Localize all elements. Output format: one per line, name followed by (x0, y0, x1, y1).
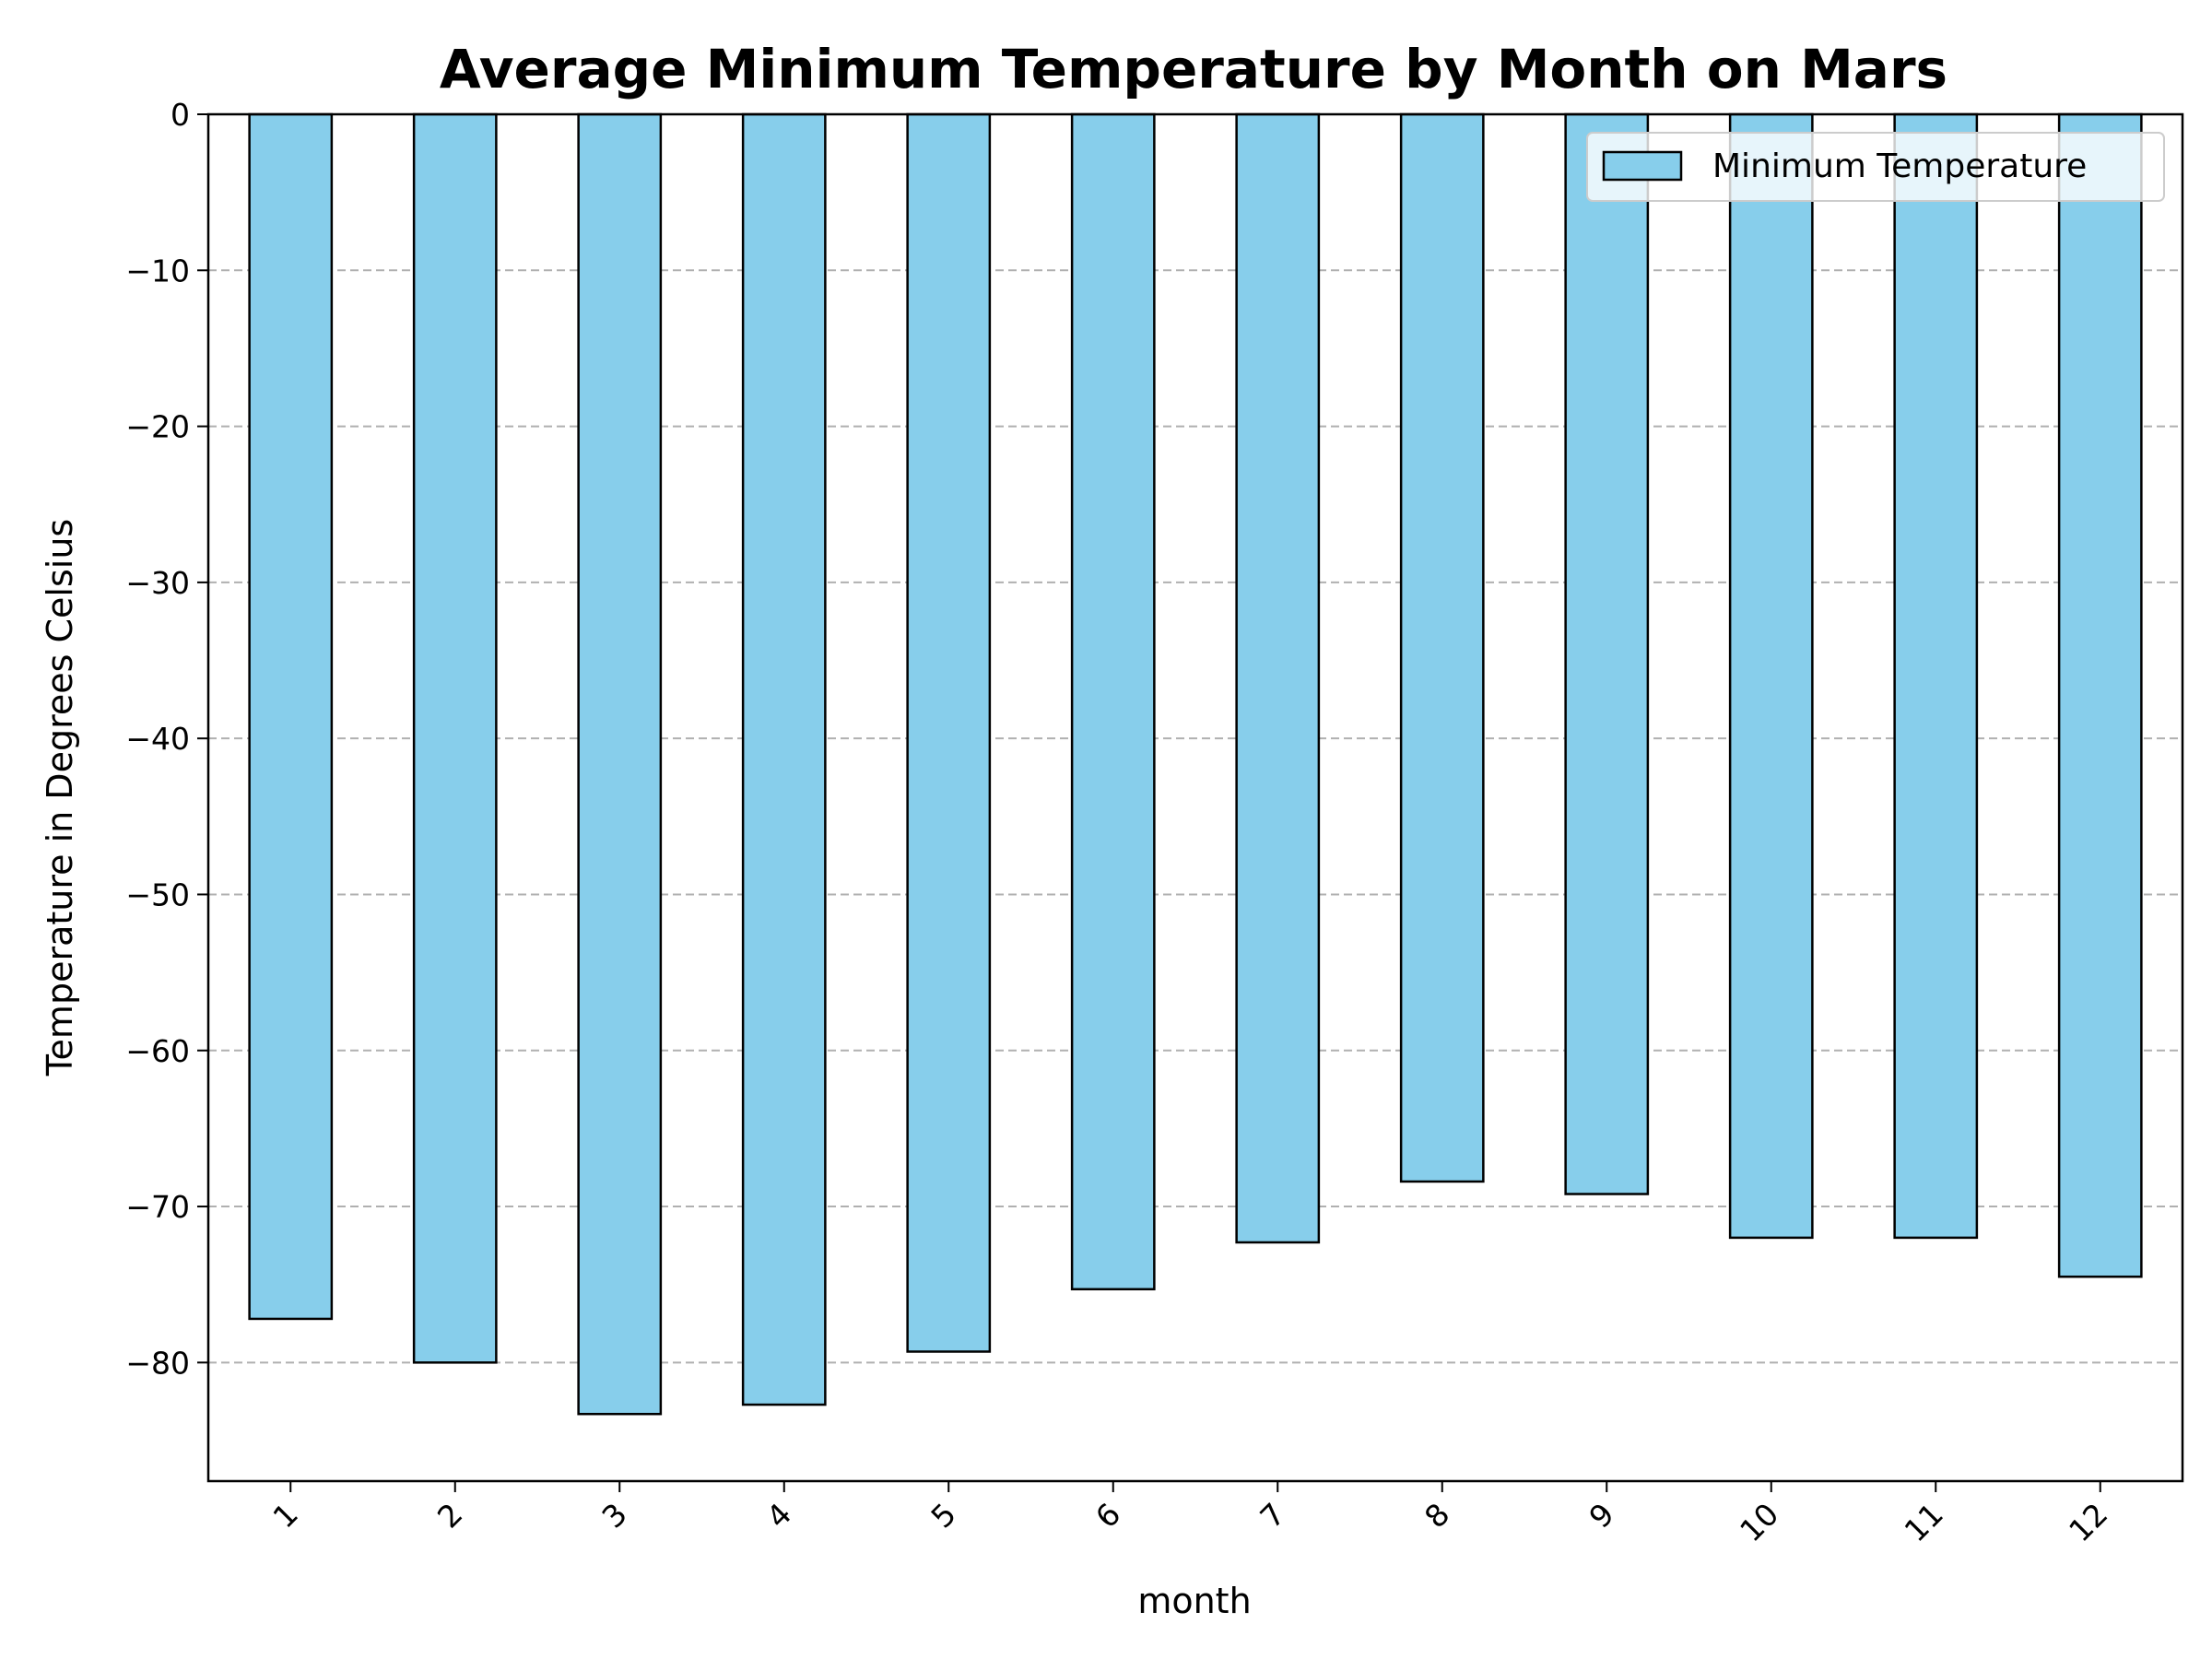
x-tick-label: 5 (924, 1496, 962, 1535)
y-axis-ticks: 0 −10 −20 −30 −40 −50 −60 −70 −80 (125, 97, 208, 1381)
y-tick-label: −70 (125, 1189, 190, 1225)
y-tick-label: 0 (171, 97, 190, 133)
x-tick-label: 4 (759, 1496, 798, 1535)
bar (412, 112, 498, 1364)
bar (1070, 112, 1156, 1291)
bar (248, 112, 334, 1321)
bar (1399, 112, 1485, 1183)
x-tick-label: 1 (265, 1496, 304, 1535)
x-axis-label: month (1137, 1581, 1251, 1621)
bar (741, 112, 827, 1406)
bar (577, 112, 663, 1416)
chart-title: Average Minimum Temperature by Month on … (440, 38, 1947, 100)
bar (2057, 112, 2143, 1278)
x-axis-ticks: 1 2 3 4 5 6 7 8 9 10 11 12 (265, 1481, 2114, 1548)
bar (1235, 112, 1321, 1244)
y-tick-label: −40 (125, 721, 190, 757)
bar (1564, 112, 1650, 1195)
plot-frame (206, 112, 2184, 1483)
x-tick-label: 11 (1898, 1496, 1950, 1548)
x-tick-label: 12 (2062, 1496, 2114, 1548)
x-tick-label: 10 (1733, 1496, 1785, 1548)
y-tick-label: −20 (125, 409, 190, 445)
x-tick-label: 2 (430, 1496, 469, 1535)
bar (1893, 112, 1979, 1240)
bars (248, 112, 2143, 1416)
x-tick-label: 9 (1582, 1496, 1620, 1535)
legend: Minimum Temperature (1586, 132, 2165, 202)
y-tick-label: −50 (125, 877, 190, 912)
y-tick-label: −80 (125, 1345, 190, 1381)
x-tick-label: 3 (594, 1496, 633, 1535)
x-tick-label: 6 (1088, 1496, 1127, 1535)
y-tick-label: −60 (125, 1033, 190, 1069)
y-axis-label: Temperature in Degrees Celsius (40, 519, 80, 1077)
legend-label: Minimum Temperature (1712, 147, 2087, 185)
legend-swatch (1602, 150, 1683, 182)
x-tick-label: 8 (1418, 1496, 1456, 1535)
y-tick-label: −10 (125, 253, 190, 288)
bar (906, 112, 992, 1353)
grid-lines (208, 113, 2183, 1364)
legend-box (1586, 132, 2165, 202)
bar (1728, 112, 1814, 1240)
x-tick-label: 7 (1253, 1496, 1291, 1535)
y-tick-label: −30 (125, 565, 190, 601)
